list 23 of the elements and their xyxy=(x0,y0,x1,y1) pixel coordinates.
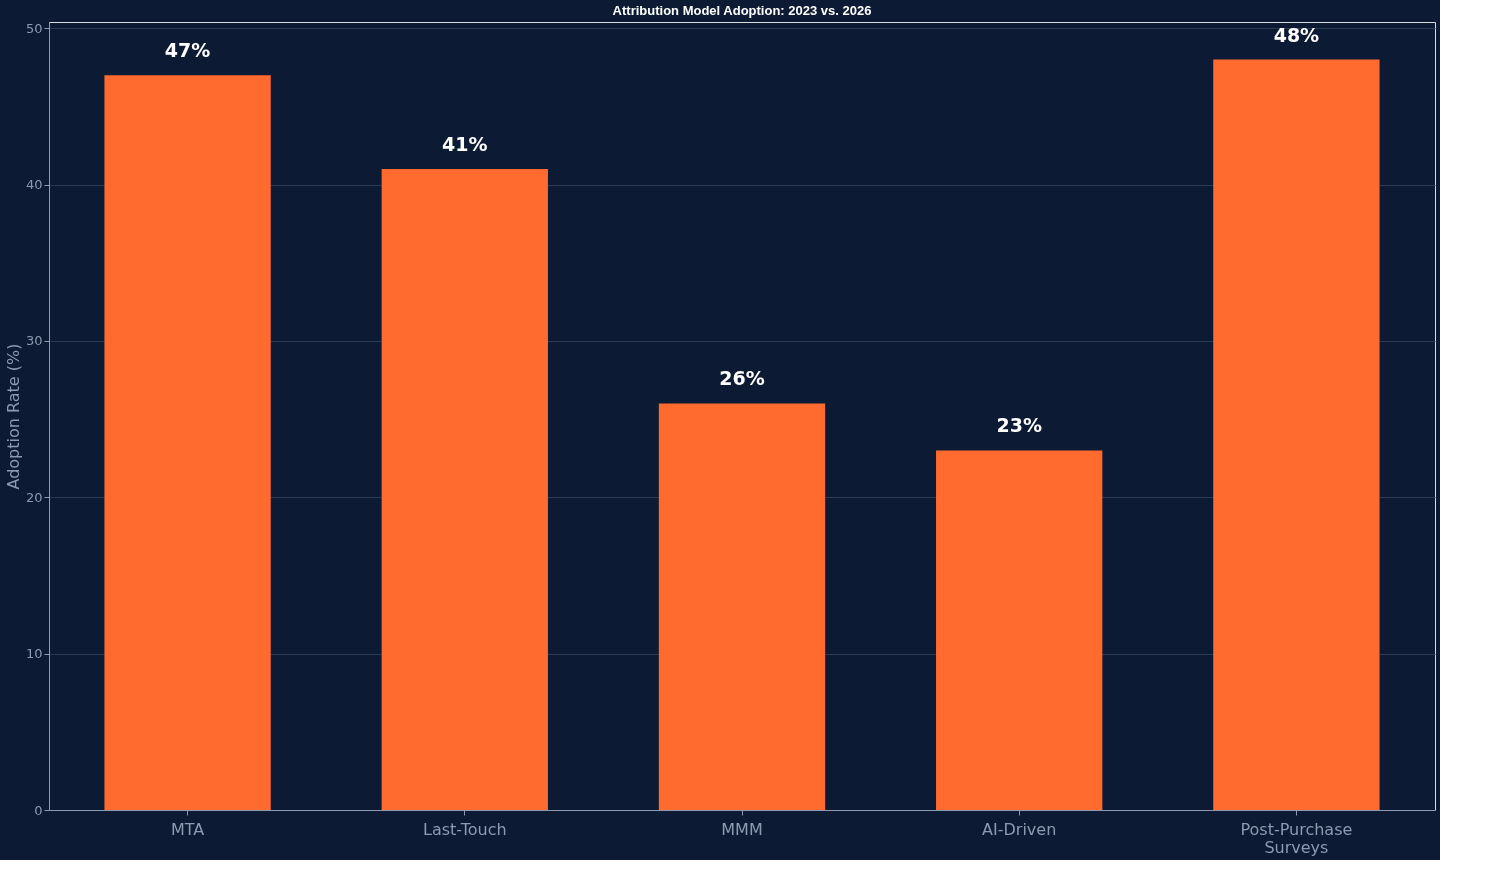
x-tick-label: AI-Driven xyxy=(982,819,1057,839)
y-tick-label: 30 xyxy=(25,333,43,349)
y-tick-label: 10 xyxy=(25,646,43,662)
data-label: 41% xyxy=(442,132,488,155)
y-tick-label: 40 xyxy=(25,177,43,193)
bar xyxy=(658,403,826,810)
x-tick-label: Post-Purchase Surveys xyxy=(1240,819,1353,857)
y-tick-label: 50 xyxy=(25,20,43,36)
x-tick-label: MMM xyxy=(721,819,763,839)
data-label: 48% xyxy=(1273,23,1320,46)
bar xyxy=(936,450,1103,810)
data-label: 26% xyxy=(719,367,765,390)
x-tick-label: MTA xyxy=(170,819,205,839)
data-label: 23% xyxy=(996,414,1042,437)
chart-title: Attribution Model Adoption: 2023 vs. 2026 xyxy=(612,3,872,18)
bar xyxy=(104,75,271,810)
bar xyxy=(1213,59,1380,810)
data-label: 47% xyxy=(164,39,211,62)
y-tick-label: 20 xyxy=(25,489,43,505)
y-axis-title: Adoption Rate (%) xyxy=(3,343,23,490)
bar xyxy=(381,168,548,810)
x-tick-label: Last-Touch xyxy=(423,819,507,839)
y-tick-label: 0 xyxy=(34,802,43,818)
